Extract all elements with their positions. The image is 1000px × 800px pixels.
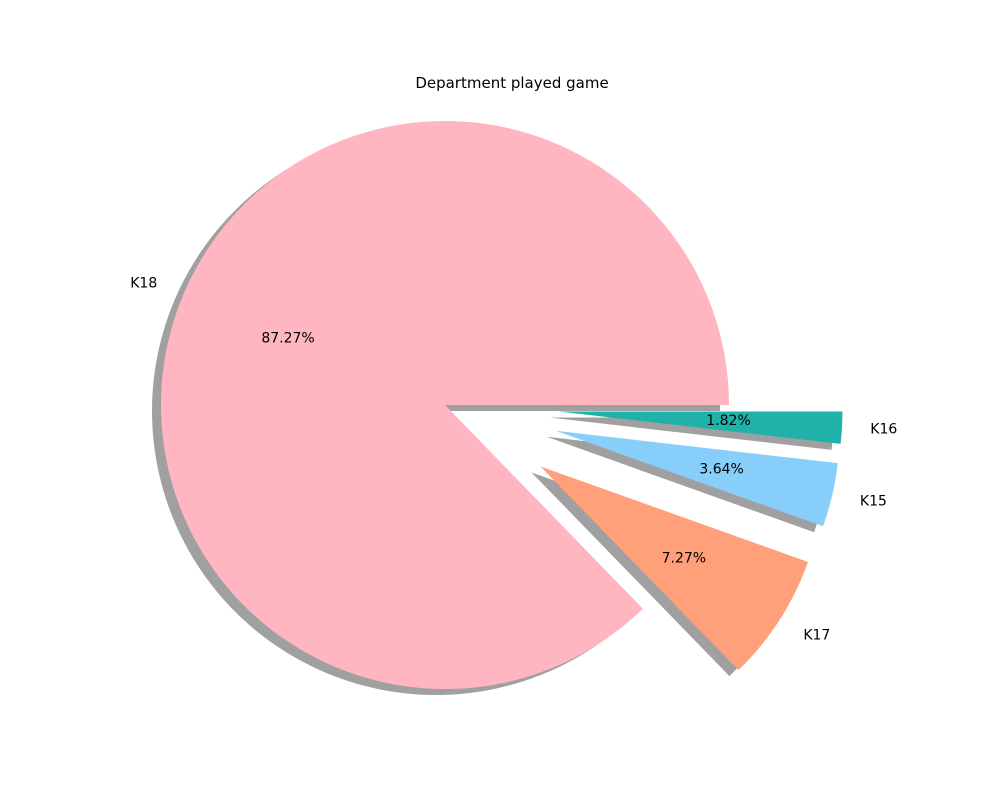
slice-percent-k17: 7.27% — [662, 551, 706, 567]
slice-percent-k18: 87.27% — [261, 331, 314, 347]
slice-labels: K18 87.27% K17 7.27% K15 3.64% K16 1.82% — [130, 275, 897, 643]
slice-label-k18: K18 — [130, 275, 157, 291]
slice-label-k15: K15 — [860, 494, 887, 510]
slice-percent-k15: 3.64% — [699, 461, 743, 477]
slice-label-k16: K16 — [870, 421, 897, 437]
slice-k18 — [161, 120, 730, 689]
slice-percent-k16: 1.82% — [706, 413, 750, 429]
pie-slices — [161, 120, 843, 689]
slice-k15 — [555, 430, 838, 527]
slice-label-k17: K17 — [803, 627, 830, 643]
chart-title: Department played game — [415, 74, 608, 92]
slice-k17 — [540, 466, 809, 671]
slice-k16 — [558, 411, 843, 444]
slice-shadow-k15 — [546, 436, 829, 533]
